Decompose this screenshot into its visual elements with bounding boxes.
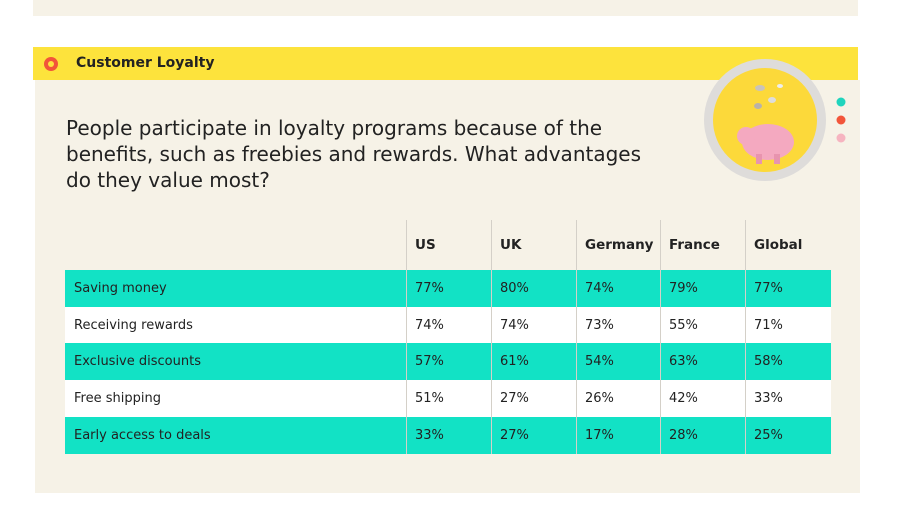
table-cell: 80%	[500, 281, 529, 296]
table-cell: 61%	[500, 354, 529, 369]
column-divider	[491, 220, 492, 454]
row-band	[65, 417, 831, 454]
row-band	[65, 307, 831, 343]
table-cell: 58%	[754, 354, 783, 369]
column-divider	[660, 220, 661, 454]
column-divider	[406, 220, 407, 454]
section-title: Customer Loyalty	[76, 55, 215, 71]
table-cell: 54%	[585, 354, 614, 369]
table-cell: 77%	[754, 281, 783, 296]
table-cell: 74%	[585, 281, 614, 296]
table-cell: 42%	[669, 391, 698, 406]
column-header: Global	[754, 237, 803, 253]
row-label: Free shipping	[74, 391, 161, 406]
column-divider	[576, 220, 577, 454]
illustration	[704, 59, 846, 181]
table-cell: 28%	[669, 428, 698, 443]
column-divider	[745, 220, 746, 454]
row-label: Receiving rewards	[74, 317, 193, 333]
table-cell: 27%	[500, 428, 529, 443]
row-label: Early access to deals	[74, 428, 211, 443]
row-band	[65, 343, 831, 380]
row-band	[65, 380, 831, 417]
column-header: Germany	[585, 237, 654, 253]
table-cell: 63%	[669, 354, 698, 369]
table-cell: 51%	[415, 391, 444, 406]
table-cell: 74%	[500, 317, 529, 333]
table-cell: 79%	[669, 281, 698, 296]
table-cell: 27%	[500, 391, 529, 406]
section-bar	[33, 47, 858, 80]
column-header: UK	[500, 237, 522, 253]
table-cell: 26%	[585, 391, 614, 406]
table-cell: 33%	[754, 391, 783, 406]
table-cell: 57%	[415, 354, 444, 369]
row-label: Exclusive discounts	[74, 354, 201, 369]
column-header: US	[415, 237, 436, 253]
table-cell: 74%	[415, 317, 444, 333]
row-band	[65, 270, 831, 307]
question: People participate in loyalty programs b…	[66, 116, 642, 192]
bar-icon	[44, 57, 58, 71]
column-header: France	[669, 237, 720, 253]
table-cell: 55%	[669, 317, 698, 333]
table-cell: 77%	[415, 281, 444, 296]
table-cell: 71%	[754, 317, 783, 333]
top-strip	[33, 0, 858, 16]
row-label: Saving money	[74, 281, 167, 296]
table-cell: 73%	[585, 317, 614, 333]
table-cell: 17%	[585, 428, 614, 443]
table-cell: 33%	[415, 428, 444, 443]
table-cell: 25%	[754, 428, 783, 443]
